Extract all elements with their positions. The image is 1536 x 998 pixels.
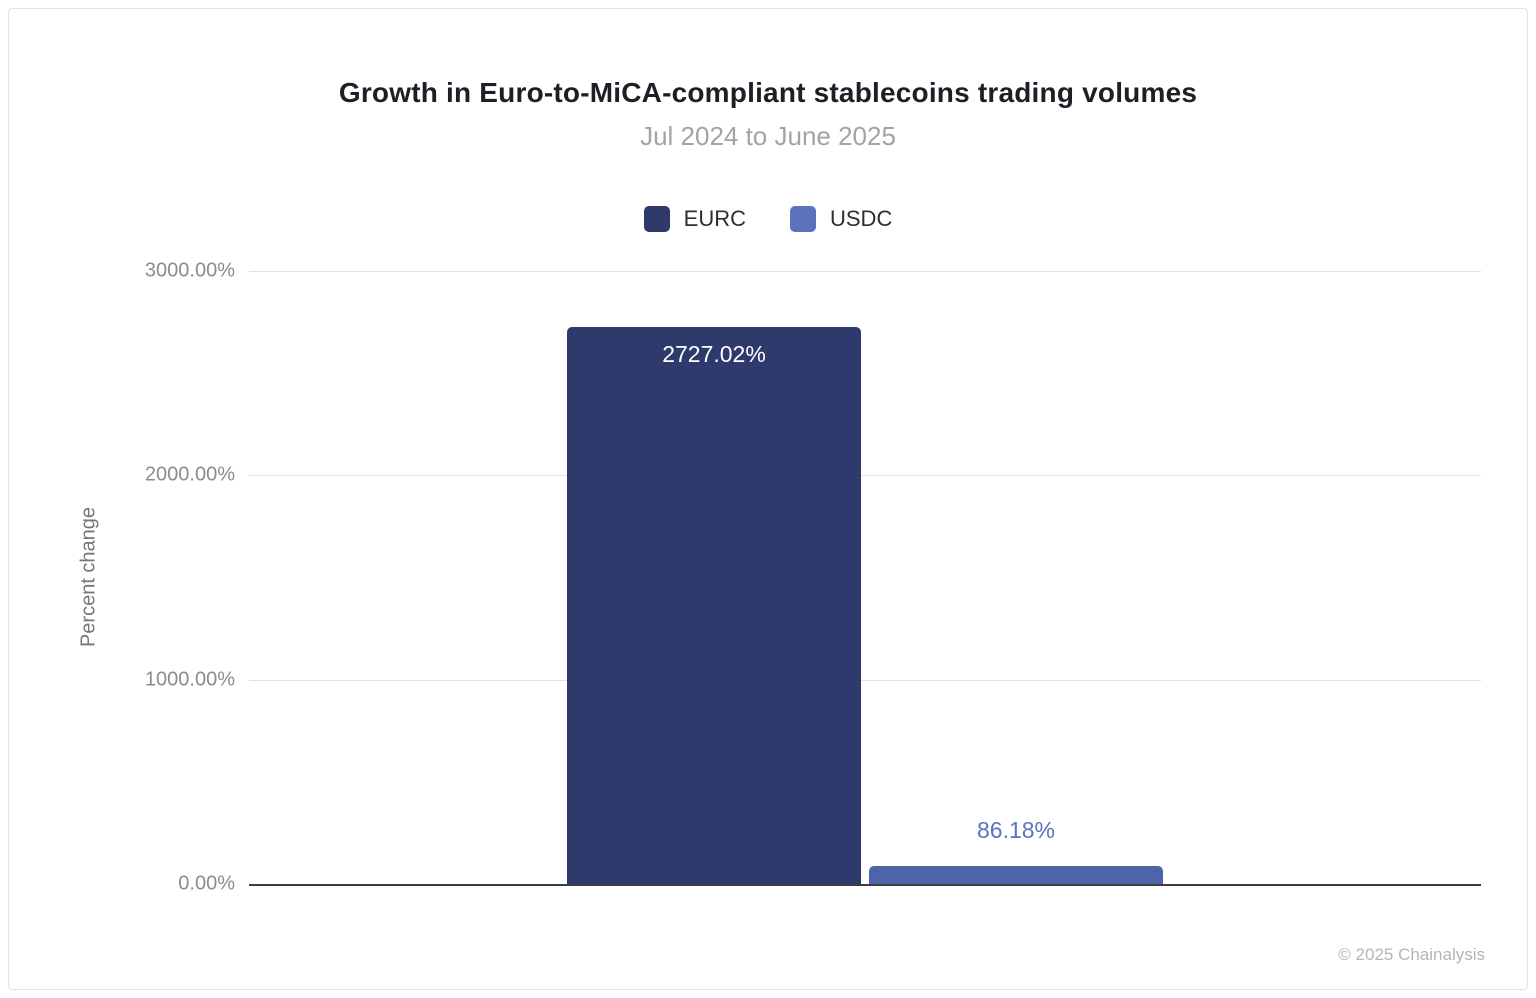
gridline	[249, 271, 1481, 272]
bar-usdc[interactable]	[869, 866, 1163, 884]
bar-value-label-eurc: 2727.02%	[662, 340, 766, 367]
legend-swatch-eurc	[643, 206, 670, 232]
gridline	[249, 475, 1481, 477]
legend-item-eurc[interactable]: EURC	[643, 206, 746, 232]
copyright-text: © 2025 Chainalysis	[1338, 945, 1485, 964]
gridline	[249, 679, 1481, 681]
legend-item-usdc[interactable]: USDC	[790, 206, 892, 232]
bar-eurc[interactable]	[567, 326, 861, 884]
chart-title: Growth in Euro-to-MiCA-compliant stablec…	[338, 77, 1198, 108]
y-tick-label: 0.00%	[178, 872, 235, 895]
bar-value-label-usdc: 86.18%	[976, 817, 1055, 844]
legend-label-eurc: EURC	[683, 206, 746, 231]
legend-label-usdc: USDC	[830, 206, 893, 231]
y-tick-label: 2000.00%	[144, 463, 235, 486]
legend: EURC USDC	[9, 206, 1527, 232]
chart-subtitle: Jul 2024 to June 2025	[640, 121, 896, 151]
y-tick-label: 3000.00%	[144, 259, 235, 282]
y-tick-label: 1000.00%	[144, 668, 235, 691]
chart-card: Growth in Euro-to-MiCA-compliant stablec…	[8, 8, 1528, 990]
x-axis-line	[249, 884, 1481, 886]
bar-group-usdc: 86.18%	[869, 271, 1163, 884]
y-axis-label: Percent change	[77, 506, 100, 648]
bars: 2727.02% 86.18%	[249, 271, 1481, 884]
plot-area: 3000.00% 2000.00% 1000.00% 0.00% 2727.02% 86…	[145, 260, 1481, 895]
bar-group-eurc: 2727.02%	[567, 271, 861, 884]
legend-swatch-usdc	[790, 206, 816, 232]
